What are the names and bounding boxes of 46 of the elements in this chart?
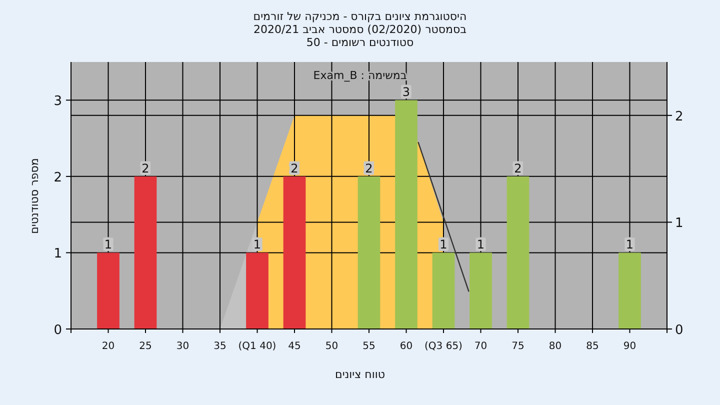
bar — [618, 252, 641, 329]
y2-tick-label: 2 — [675, 109, 684, 124]
x-tick-label: 80 — [548, 341, 562, 352]
bar — [97, 252, 120, 329]
y2-tick-label: 1 — [675, 216, 684, 232]
x-tick-label: 45 — [288, 341, 301, 352]
data-label: 3 — [402, 85, 410, 100]
x-tick-label: (Q3 65) — [424, 341, 463, 352]
x-tick-label: 50 — [325, 341, 338, 352]
y-tick-label: 1 — [54, 246, 62, 262]
data-label: 1 — [253, 238, 262, 252]
chart-subtitle: בסמסטר (02/2020) סמסטר אביב 2020/21 סטודנטים רשומים - 50 — [253, 23, 467, 49]
bar — [470, 252, 492, 329]
y-tick-label: 3 — [54, 94, 62, 110]
bar — [283, 176, 306, 329]
x-tick-label: 90 — [623, 341, 636, 352]
data-label: 2 — [514, 161, 522, 176]
data-label: 2 — [290, 161, 298, 176]
bar — [134, 176, 157, 329]
data-label: 2 — [365, 161, 373, 176]
x-tick-label: 70 — [474, 341, 488, 352]
bar — [246, 252, 268, 329]
chart-title: היסטוגרמת ציונים בקורס - מכניקה של זורמים — [253, 10, 467, 23]
x-axis-title: טווח ציונים — [335, 368, 385, 381]
x-tick-label: 75 — [512, 341, 524, 352]
bar — [395, 100, 418, 329]
x-tick-label: 60 — [400, 341, 413, 352]
data-label: 1 — [104, 238, 112, 252]
data-label: 1 — [476, 238, 485, 252]
data-label: 2 — [142, 161, 150, 176]
data-label: 1 — [440, 238, 448, 252]
bar — [432, 252, 455, 329]
y2-tick-label: 0 — [675, 323, 684, 338]
x-tick-label: (Q1 40) — [238, 341, 276, 352]
data-label: 1 — [626, 238, 634, 252]
bar — [358, 176, 380, 329]
y-tick-label: 0 — [54, 323, 62, 338]
x-tick-label: 35 — [214, 341, 226, 352]
y-tick-label: 2 — [54, 170, 62, 186]
y-axis-title: מספר סטודנטים — [28, 158, 41, 234]
x-tick-label: 85 — [586, 341, 599, 352]
bar — [506, 176, 530, 329]
x-tick-label: 30 — [176, 341, 190, 352]
x-tick-label: 55 — [362, 341, 376, 352]
x-tick-label: 25 — [139, 341, 152, 352]
x-tick-label: 20 — [102, 341, 115, 352]
